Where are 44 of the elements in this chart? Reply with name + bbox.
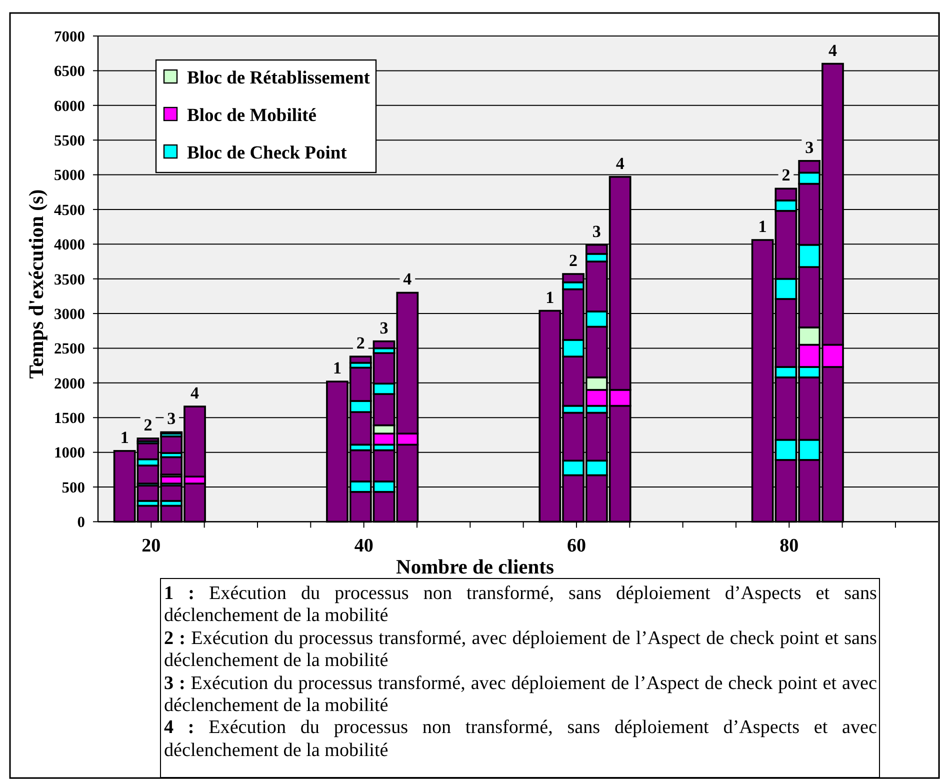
annotation: 1 <box>332 358 342 378</box>
annotation: 4 <box>190 384 200 403</box>
text: 3 : Exécution du processus transformé, avec déploiement de l’Aspect de check point et avec déclenchement de la mobilité <box>164 672 877 718</box>
annotation: 3 <box>592 222 601 241</box>
y-tick-label: 6500 <box>54 63 86 80</box>
annotation: 4 <box>828 40 838 60</box>
annotation: 2 <box>569 250 578 270</box>
legend-label: Bloc de Mobilité <box>187 106 316 126</box>
y-axis-title: Temps d'exécution (s) <box>26 189 48 379</box>
legend-label: Bloc de Check Point <box>187 143 348 164</box>
annotation: 2 <box>782 166 790 185</box>
annotation: 2 <box>144 415 152 434</box>
annotation: 3 <box>167 409 176 428</box>
y-tick-label: 5500 <box>54 132 86 150</box>
text: 4 : Exécution du processus non transformé, sans déploiement d’Aspects et avec déclenchement de la mobilité <box>164 717 877 762</box>
y-tick-label: 1500 <box>54 410 86 428</box>
annotation: 1 <box>546 288 554 307</box>
y-tick-label: 0 <box>77 514 86 532</box>
annotation: 4 <box>403 270 412 289</box>
y-tick-label: 3500 <box>54 271 86 288</box>
y-tick-label: 5000 <box>54 167 86 184</box>
y-tick-label: 4500 <box>54 202 86 219</box>
annotation: 1 <box>758 216 767 236</box>
text: 1 : Exécution du processus non transformé, sans déploiement d’Aspects et sans déclenchement de la mobilité <box>164 583 877 628</box>
legend-label: Bloc de Rétablissement <box>187 68 371 88</box>
text: 2 : Exécution du processus transformé, avec déploiement de l’Aspect de check point et sans déclenchement de la mobilité <box>164 628 877 673</box>
y-tick-label: 500 <box>62 479 86 496</box>
x-tick-label: 40 <box>354 536 374 557</box>
x-tick-label: 20 <box>142 536 161 557</box>
y-tick-label: 4000 <box>54 236 86 254</box>
x-tick-label: 80 <box>780 536 799 557</box>
y-tick-label: 2500 <box>54 340 86 358</box>
y-tick-label: 3000 <box>54 306 86 323</box>
y-tick-label: 1000 <box>54 444 86 462</box>
y-tick-label: 6000 <box>54 98 86 115</box>
x-axis-title: Nombre de clients <box>396 556 554 579</box>
annotation: 4 <box>616 154 625 173</box>
annotation: 2 <box>356 334 365 353</box>
y-tick-label: 2000 <box>54 375 86 392</box>
annotation: 1 <box>120 428 129 447</box>
annotation: 3 <box>380 318 388 338</box>
y-tick-label: 7000 <box>54 28 86 46</box>
annotation: 3 <box>805 138 814 157</box>
x-tick-label: 60 <box>566 536 586 557</box>
